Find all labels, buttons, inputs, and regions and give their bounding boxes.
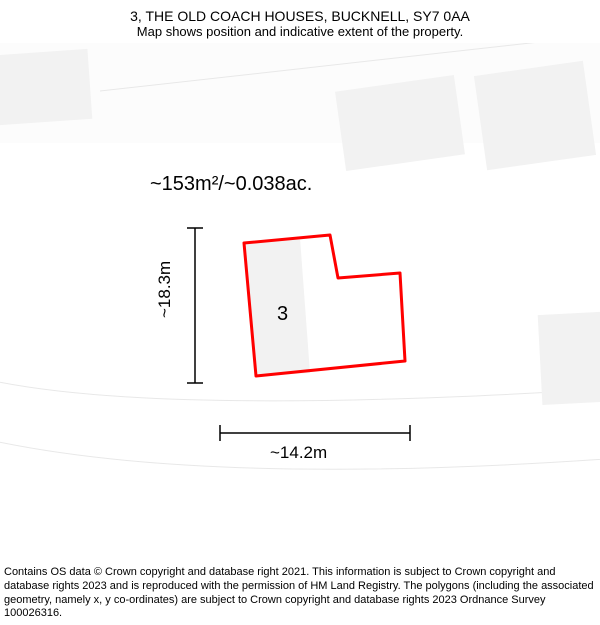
header: 3, THE OLD COACH HOUSES, BUCKNELL, SY7 0… — [0, 0, 600, 43]
map-area: ~153m²/~0.038ac. 3 ~18.3m ~14.2m — [0, 43, 600, 543]
map-svg — [0, 43, 600, 543]
width-measurement-label: ~14.2m — [270, 443, 327, 463]
copyright-footer: Contains OS data © Crown copyright and d… — [4, 566, 596, 621]
page-title: 3, THE OLD COACH HOUSES, BUCKNELL, SY7 0… — [0, 8, 600, 24]
property-number: 3 — [277, 303, 288, 326]
height-measurement-label: ~18.3m — [155, 261, 175, 318]
area-label: ~153m²/~0.038ac. — [150, 173, 312, 196]
page-subtitle: Map shows position and indicative extent… — [0, 24, 600, 39]
